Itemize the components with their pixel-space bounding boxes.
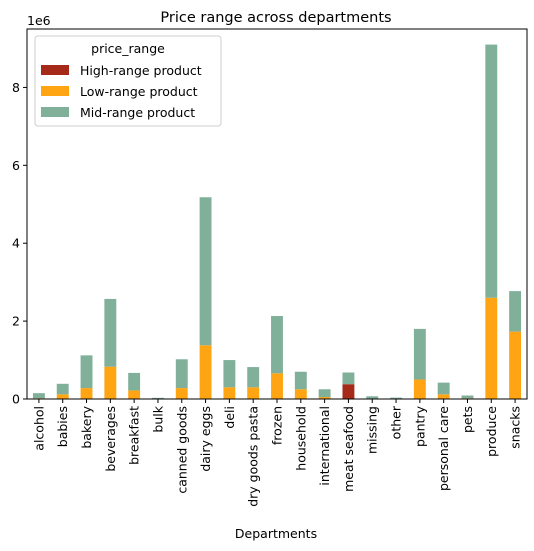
bar-high-range-product-meat-seafood	[342, 384, 355, 399]
legend-entry: Low-range product	[80, 84, 198, 99]
x-tick-label: snacks	[508, 406, 523, 449]
bar-mid-range-product-beverages	[104, 298, 117, 367]
x-tick-label: produce	[484, 406, 499, 457]
x-tick-label: bakery	[79, 405, 94, 448]
x-axis-label: Departments	[235, 526, 317, 541]
legend-swatch	[41, 65, 69, 75]
bar-mid-range-product-meat-seafood	[342, 372, 355, 385]
x-tick-label: beverages	[103, 406, 118, 472]
bar-low-range-product-breakfast	[128, 390, 141, 399]
bar-low-range-product-canned-goods	[175, 388, 188, 399]
x-tick-label: dry goods pasta	[246, 406, 261, 507]
legend-entry: High-range product	[80, 63, 202, 78]
x-tick-label: other	[389, 405, 404, 439]
chart-title: Price range across departments	[160, 10, 391, 26]
x-tick-label: alcohol	[31, 406, 46, 451]
x-tick-label: pantry	[412, 405, 427, 447]
bar-mid-range-product-dairy-eggs	[199, 197, 212, 346]
bar-mid-range-product-alcohol	[32, 393, 45, 399]
bar-mid-range-product-bakery	[80, 355, 93, 389]
y-tick-label: 0	[12, 392, 20, 407]
legend-swatch	[41, 107, 69, 117]
bar-low-range-product-dairy-eggs	[199, 345, 212, 399]
bar-low-range-product-household	[294, 389, 307, 399]
bar-low-range-product-international	[318, 397, 331, 399]
bar-low-range-product-deli	[223, 387, 236, 399]
bar-mid-range-product-bulk	[152, 397, 164, 399]
y-tick-label: 8	[12, 80, 20, 95]
x-tick-label: pets	[460, 406, 475, 433]
legend-swatch	[41, 86, 69, 96]
bars-group	[32, 44, 522, 399]
x-tick-label: bulk	[150, 405, 165, 432]
bar-low-range-product-frozen	[271, 373, 283, 399]
bar-low-range-product-produce	[485, 297, 498, 399]
bar-mid-range-product-household	[294, 371, 307, 390]
x-tick-label: canned goods	[174, 406, 189, 494]
bar-low-range-product-pantry	[413, 379, 426, 399]
x-tick-label: international	[317, 406, 332, 486]
bar-mid-range-product-frozen	[271, 316, 283, 374]
bar-mid-range-product-pantry	[413, 328, 426, 380]
x-tick-label: babies	[55, 406, 70, 447]
bar-low-range-product-beverages	[104, 366, 117, 399]
x-axis: alcohol babies bakery beverages breakfast bul…	[31, 399, 523, 507]
legend-entry: Mid-range product	[80, 105, 195, 120]
x-tick-label: dairy eggs	[198, 406, 213, 472]
x-tick-label: meat seafood	[341, 406, 356, 492]
legend-title: price_range	[91, 41, 165, 56]
y-offset-label: 1e6	[27, 13, 51, 28]
bar-mid-range-product-canned-goods	[175, 359, 188, 389]
bar-mid-range-product-snacks	[509, 291, 522, 332]
x-tick-label: personal care	[436, 406, 451, 491]
y-tick-label: 2	[12, 314, 20, 329]
bar-mid-range-product-produce	[485, 44, 498, 298]
bar-mid-range-product-pets	[461, 395, 474, 399]
x-tick-label: frozen	[270, 406, 285, 445]
bar-mid-range-product-international	[318, 389, 331, 398]
bar-mid-range-product-missing	[366, 396, 379, 399]
y-axis: 0 2 4 6 8	[12, 80, 27, 407]
bar-mid-range-product-deli	[223, 360, 236, 388]
bar-low-range-product-snacks	[509, 331, 522, 399]
bar-mid-range-product-other	[390, 397, 402, 399]
x-tick-label: deli	[222, 406, 237, 429]
bar-mid-range-product-dry-goods-pasta	[247, 367, 260, 388]
bar-mid-range-product-babies	[56, 383, 69, 395]
bar-low-range-product-dry-goods-pasta	[247, 387, 260, 399]
x-tick-label: breakfast	[127, 406, 142, 465]
y-tick-label: 4	[12, 236, 20, 251]
legend-box	[34, 35, 222, 127]
bar-mid-range-product-breakfast	[128, 372, 141, 391]
y-tick-label: 6	[12, 158, 20, 173]
x-tick-label: household	[293, 406, 308, 471]
plot-frame	[26, 28, 528, 400]
bar-mid-range-product-personal-care	[437, 382, 450, 395]
legend: price_range High-range product Low-range p…	[34, 35, 222, 127]
bar-low-range-product-babies	[56, 394, 69, 399]
bar-low-range-product-bakery	[80, 388, 93, 399]
x-tick-label: missing	[365, 406, 380, 454]
bar-low-range-product-personal-care	[437, 394, 450, 399]
